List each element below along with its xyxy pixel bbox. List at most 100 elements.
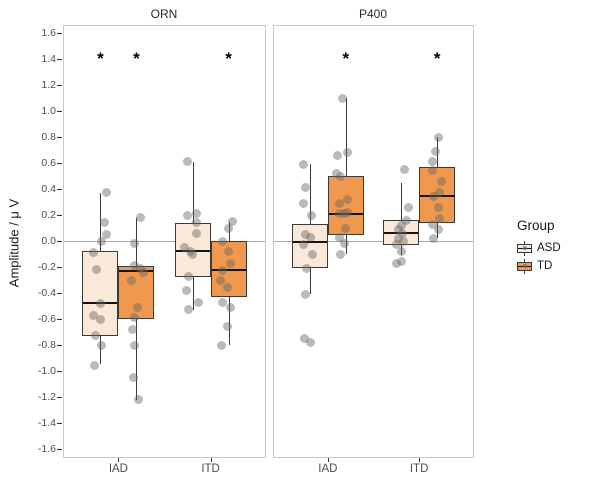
- jitter-point: [336, 249, 346, 259]
- zero-reference-line: [274, 241, 473, 242]
- boxplot-whisker: [192, 161, 194, 223]
- jitter-point: [101, 230, 111, 239]
- legend-entry-asd: ASD: [517, 239, 561, 257]
- jitter-point: [126, 275, 136, 285]
- boxplot-whisker: [437, 137, 439, 167]
- x-tick-mark: [118, 458, 120, 462]
- y-tick-label: -1.4: [37, 417, 56, 429]
- boxplot-whisker: [192, 277, 194, 310]
- boxplot-box-td: [327, 176, 364, 235]
- jitter-point: [299, 240, 309, 250]
- jitter-point: [184, 271, 194, 281]
- x-tick-mark: [327, 458, 329, 462]
- jitter-point: [428, 192, 438, 202]
- jitter-point: [433, 224, 443, 234]
- jitter-point: [427, 219, 437, 229]
- jitter-point: [95, 298, 105, 308]
- jitter-point: [343, 194, 353, 204]
- jitter-point: [393, 233, 403, 243]
- jitter-point: [302, 263, 312, 273]
- y-tick-label: -0.2: [37, 261, 56, 273]
- x-tick-label: IAD: [108, 463, 128, 475]
- boxplot-median: [83, 302, 118, 305]
- jitter-point: [401, 215, 411, 225]
- jitter-point: [194, 297, 204, 307]
- jitter-point: [427, 157, 437, 167]
- legend-entry-td: TD: [517, 257, 561, 275]
- jitter-point: [218, 236, 228, 246]
- jitter-point: [183, 157, 193, 167]
- y-tick-label: 0.4: [41, 183, 56, 195]
- jitter-point: [224, 223, 234, 233]
- y-tick-label: 0.2: [41, 209, 56, 221]
- legend-label-td: TD: [537, 260, 553, 272]
- legend-label-asd: ASD: [537, 242, 561, 254]
- significance-asterisk: *: [133, 49, 140, 68]
- jitter-point: [434, 214, 444, 224]
- jitter-point: [128, 373, 138, 382]
- jitter-point: [89, 361, 99, 371]
- jitter-point: [343, 207, 353, 217]
- boxplot-median: [384, 232, 419, 235]
- y-tick-label: 0.0: [41, 235, 56, 247]
- jitter-point: [307, 210, 317, 220]
- y-tick-label: 1.2: [41, 79, 56, 91]
- jitter-point: [340, 239, 350, 249]
- jitter-point: [306, 232, 316, 242]
- y-axis-title: Amplitude / μ V: [6, 198, 22, 288]
- jitter-point: [96, 236, 106, 246]
- jitter-point: [391, 240, 401, 250]
- jitter-point: [335, 232, 345, 242]
- jitter-point: [95, 314, 105, 324]
- legend: Group ASD TD: [517, 218, 561, 275]
- jitter-point: [135, 263, 145, 273]
- boxplot-whisker: [136, 217, 138, 266]
- jitter-point: [133, 395, 143, 405]
- jitter-point: [301, 230, 311, 239]
- key-point-dot: [522, 246, 527, 250]
- jitter-point: [192, 209, 202, 219]
- jitter-point: [138, 267, 148, 277]
- y-tick-label: -0.8: [37, 339, 56, 351]
- y-tick-mark: [57, 397, 62, 398]
- significance-asterisk: *: [433, 49, 441, 68]
- jitter-point: [403, 202, 413, 212]
- jitter-point: [129, 313, 139, 323]
- jitter-point: [333, 150, 343, 160]
- y-tick-mark: [57, 241, 62, 242]
- boxplot-whisker: [401, 182, 403, 221]
- boxplot-median: [292, 241, 327, 244]
- jitter-point: [223, 283, 233, 293]
- jitter-point: [180, 243, 190, 252]
- jitter-point: [226, 302, 236, 312]
- jitter-point: [127, 324, 137, 334]
- jitter-point: [433, 132, 443, 142]
- jitter-point: [396, 257, 406, 267]
- boxplot-key-icon: [517, 240, 532, 256]
- panel-strip-orn: ORN: [150, 7, 178, 21]
- boxplot-median: [211, 268, 246, 271]
- boxplot-whisker: [345, 98, 347, 176]
- jitter-point: [135, 213, 145, 223]
- jitter-point: [430, 146, 440, 156]
- jitter-point: [391, 258, 401, 268]
- x-tick-label: IAD: [318, 463, 338, 475]
- boxplot-whisker: [401, 244, 403, 256]
- boxplot-box-asd: [82, 251, 119, 336]
- jitter-point: [433, 202, 443, 212]
- key-point-dot: [522, 264, 527, 268]
- jitter-point: [101, 188, 111, 198]
- boxplot-box-asd: [174, 222, 211, 278]
- boxplot-whisker: [228, 221, 230, 241]
- y-tick-mark: [57, 345, 62, 346]
- y-tick-label: -1.6: [37, 443, 56, 455]
- jitter-point: [217, 340, 227, 350]
- y-tick-mark: [57, 111, 62, 112]
- y-tick-mark: [57, 449, 62, 450]
- x-tick-label: ITD: [201, 463, 220, 475]
- jitter-point: [184, 305, 194, 315]
- boxplot-median: [420, 194, 455, 197]
- jitter-point: [183, 210, 193, 220]
- jitter-point: [434, 188, 444, 198]
- significance-asterisk: *: [225, 49, 232, 68]
